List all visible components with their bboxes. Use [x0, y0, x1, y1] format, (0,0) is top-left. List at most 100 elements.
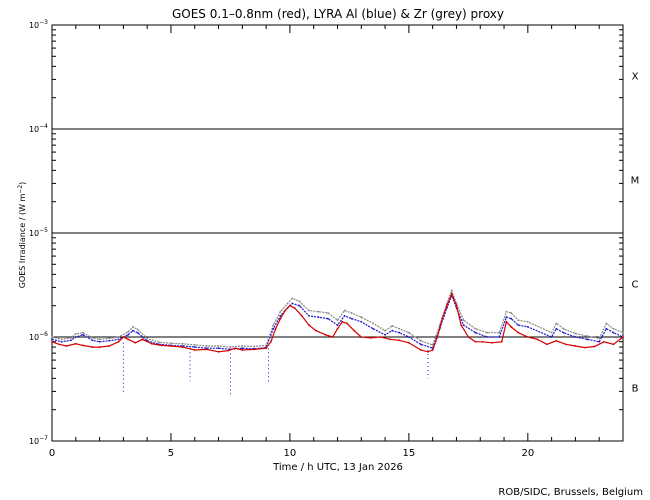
data-point: [217, 347, 220, 350]
data-point: [82, 333, 84, 336]
y-tick-exponent: −5: [39, 227, 48, 234]
data-point: [291, 302, 294, 305]
data-point: [134, 341, 137, 344]
data-point: [298, 304, 301, 307]
data-point: [467, 336, 470, 338]
data-point: [462, 319, 465, 322]
y-tick-label: 10−4: [29, 123, 48, 134]
data-point: [491, 341, 494, 344]
data-point: [455, 304, 458, 307]
data-point: [279, 314, 282, 317]
flare-class-label: M: [631, 175, 640, 186]
data-point: [474, 340, 477, 343]
data-point: [360, 320, 363, 323]
data-point: [622, 336, 624, 338]
data-point: [555, 322, 558, 325]
data-point: [584, 346, 586, 349]
y-tick-exponent: −6: [39, 331, 48, 338]
data-point: [562, 327, 565, 330]
y-tick-label: 10−3: [29, 19, 48, 30]
data-point: [605, 322, 608, 325]
data-point: [462, 324, 465, 327]
data-point: [407, 341, 410, 344]
data-point: [253, 348, 256, 351]
data-point: [398, 331, 401, 334]
data-point: [193, 349, 196, 351]
data-point: [70, 339, 72, 342]
x-tick-label: 20: [521, 448, 534, 459]
data-point: [146, 337, 149, 340]
data-point: [293, 307, 296, 309]
data-point: [193, 346, 196, 348]
data-point: [419, 349, 422, 351]
data-point: [500, 340, 503, 343]
data-point: [562, 331, 565, 334]
data-point: [419, 343, 422, 346]
data-point: [474, 327, 477, 330]
data-point: [510, 326, 513, 328]
data-point: [612, 327, 615, 330]
data-point: [360, 336, 363, 338]
data-point: [229, 346, 232, 348]
data-point: [545, 343, 548, 346]
data-point: [91, 339, 94, 342]
data-point: [170, 342, 172, 345]
data-point: [450, 289, 453, 292]
data-point: [517, 324, 520, 327]
y-tick-base: 10: [29, 21, 39, 30]
data-point: [517, 319, 520, 322]
data-point: [598, 340, 601, 343]
data-point: [398, 339, 401, 342]
data-point: [108, 345, 110, 347]
data-point: [555, 339, 558, 342]
data-point: [343, 309, 346, 312]
y-tick-exponent: −7: [39, 435, 48, 442]
x-axis-label: Time / h UTC, 13 Jan 2026: [272, 462, 403, 473]
data-point: [379, 336, 382, 338]
data-point: [350, 312, 353, 314]
data-point: [98, 338, 101, 341]
data-point: [612, 331, 615, 334]
data-point: [505, 316, 508, 319]
data-point: [586, 338, 589, 341]
data-point: [436, 336, 439, 338]
data-point: [74, 342, 77, 345]
data-point: [127, 330, 130, 333]
credit-text: ROB/SIDC, Brussels, Belgium: [498, 487, 643, 498]
data-point: [505, 320, 508, 323]
data-point: [427, 350, 429, 353]
data-point: [419, 339, 422, 342]
data-point: [279, 317, 282, 320]
data-point: [372, 327, 375, 330]
data-point: [298, 300, 301, 303]
data-point: [586, 335, 589, 338]
y-axis-label-close: ): [18, 182, 27, 185]
data-point: [486, 331, 489, 334]
data-point: [431, 349, 434, 351]
data-point: [517, 331, 520, 334]
data-point: [205, 348, 208, 351]
data-point: [331, 336, 334, 338]
chart-title: GOES 0.1–0.8nm (red), LYRA Al (blue) & Z…: [172, 7, 504, 21]
x-tick-label: 0: [49, 448, 55, 459]
data-point: [108, 337, 110, 340]
data-point: [315, 329, 317, 332]
data-point: [446, 304, 448, 307]
data-point: [336, 327, 339, 330]
data-point: [286, 302, 289, 305]
data-point: [603, 340, 605, 343]
data-point: [498, 336, 501, 338]
data-point: [141, 338, 144, 341]
data-point: [117, 336, 120, 338]
data-point: [51, 338, 53, 341]
data-point: [388, 338, 391, 341]
data-point: [158, 341, 160, 344]
data-point: [384, 333, 386, 336]
data-point: [574, 345, 577, 347]
data-point: [598, 337, 601, 340]
data-point: [91, 337, 94, 339]
data-point: [336, 319, 339, 322]
data-point: [341, 320, 344, 323]
